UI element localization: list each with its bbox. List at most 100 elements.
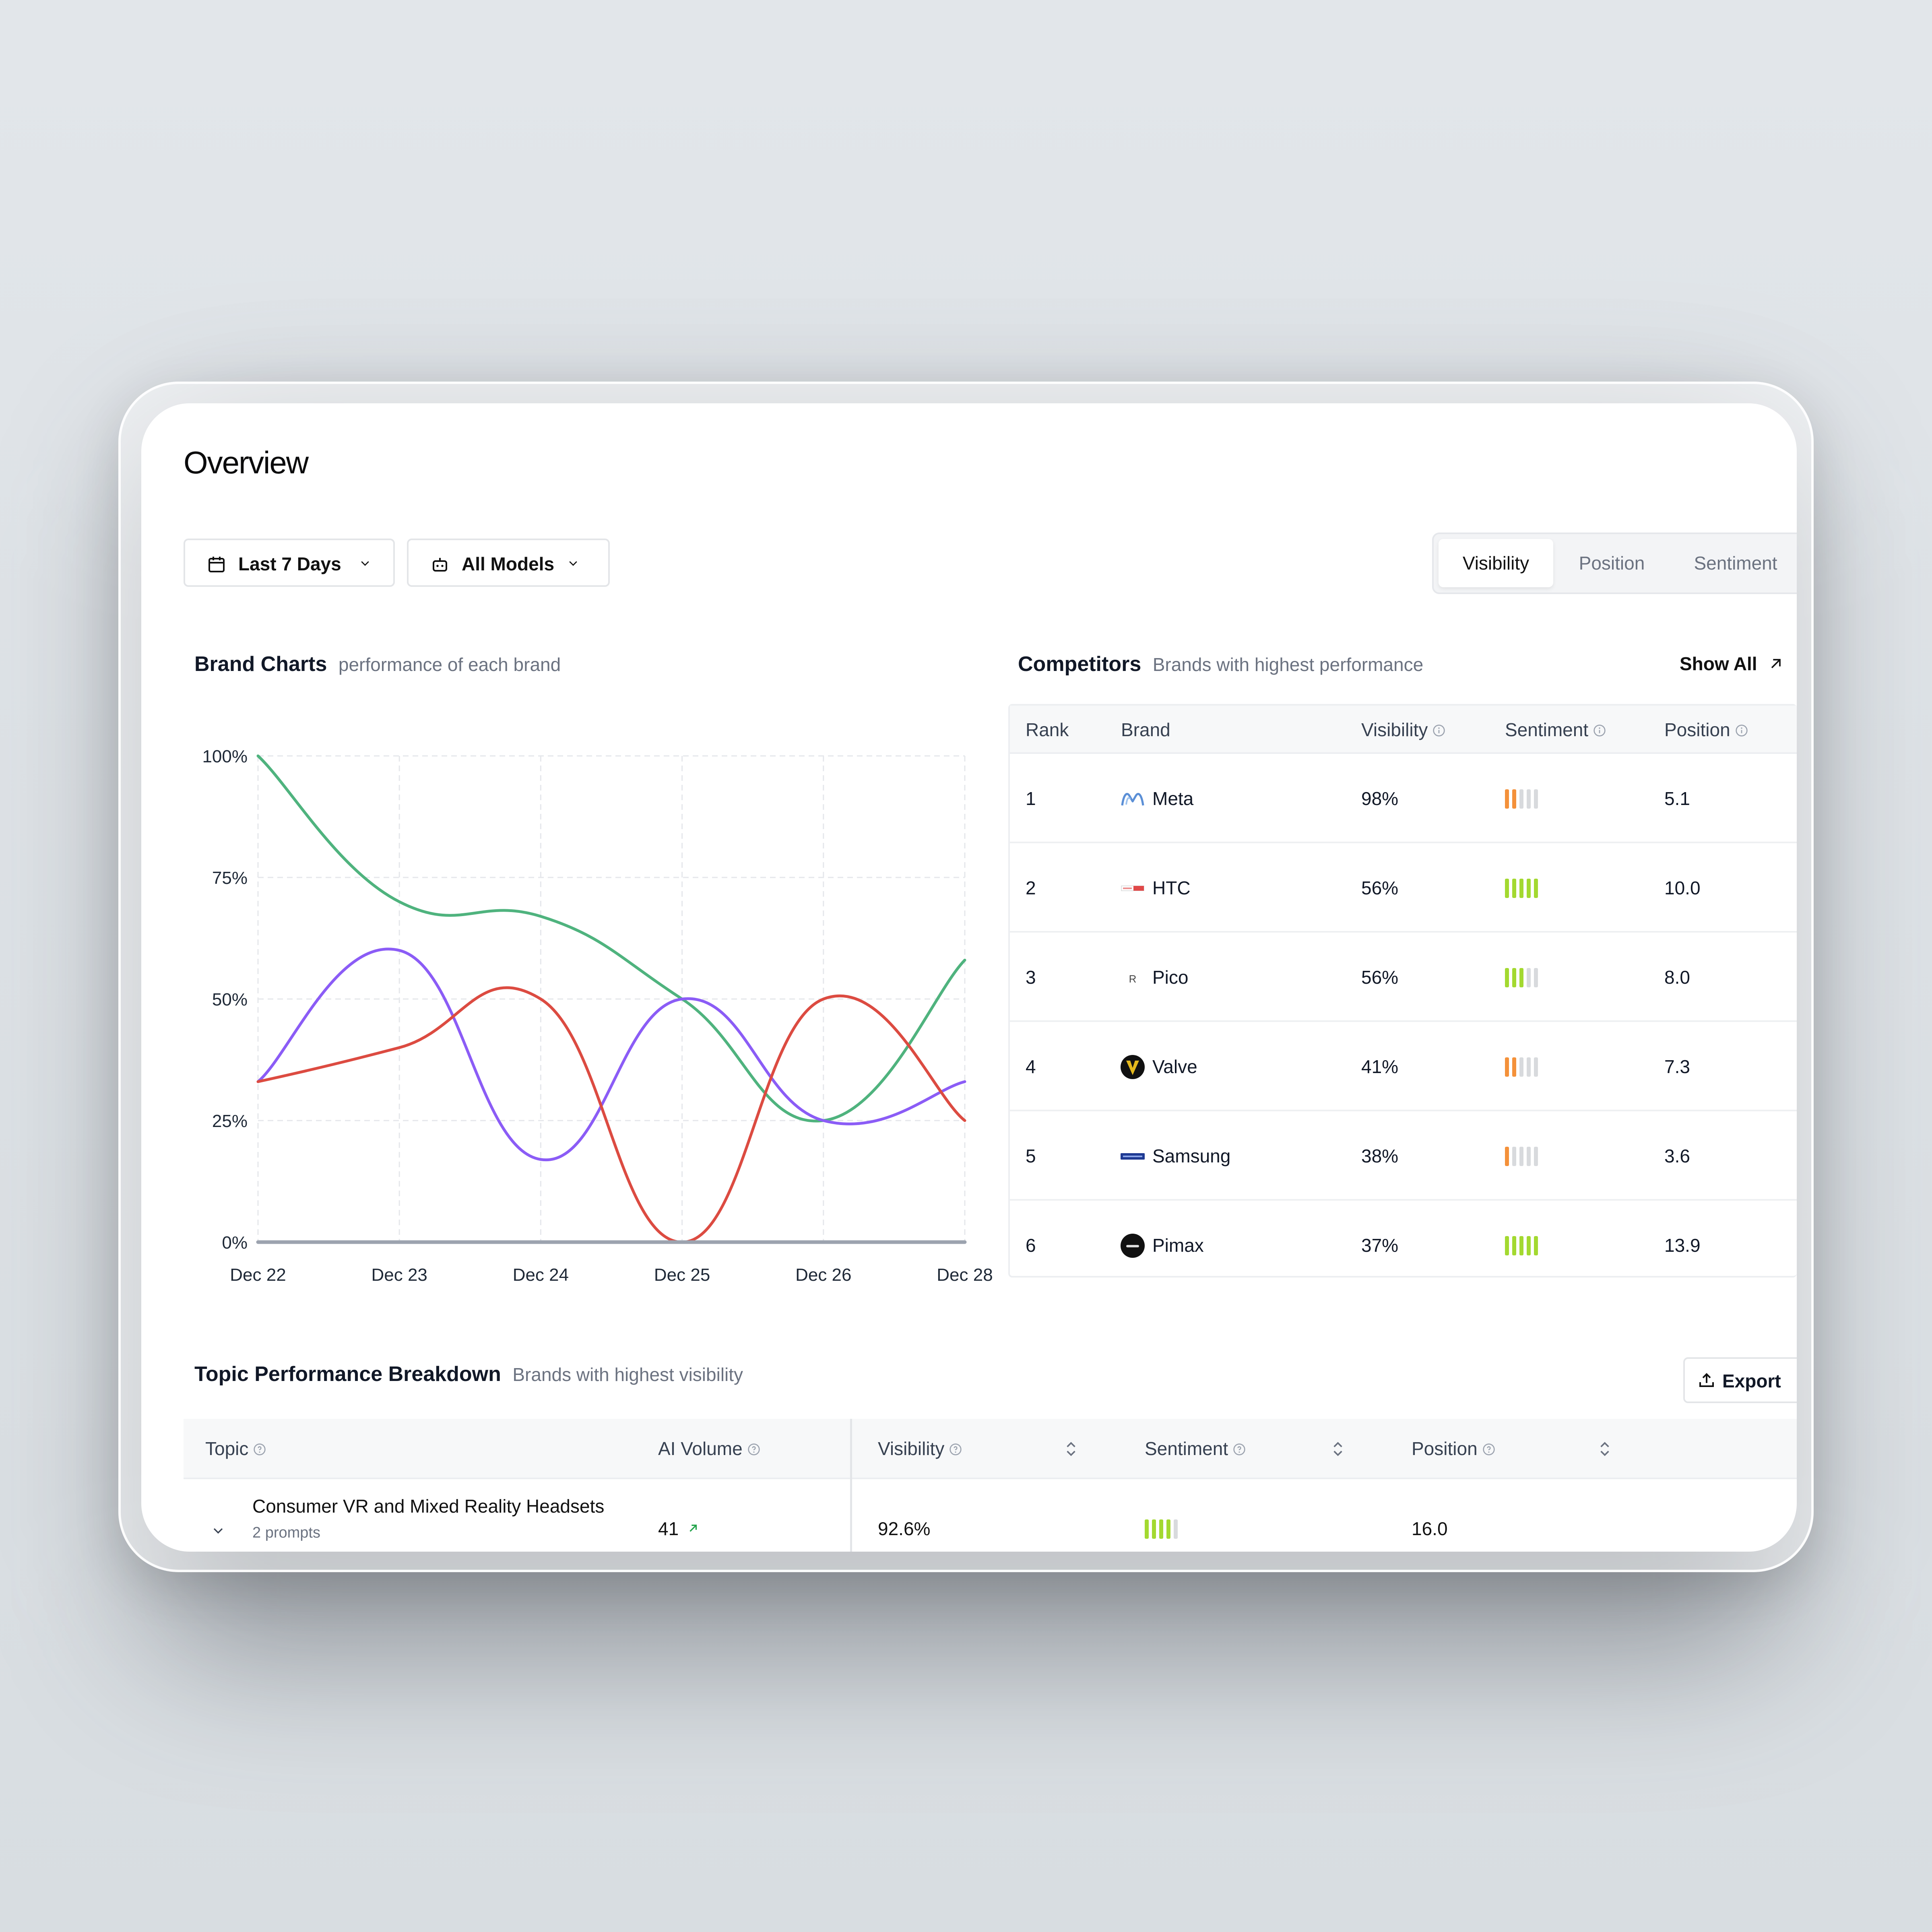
position-cell: 8.0 [1664,967,1690,988]
overview-panel: Overview Last 7 Days All Models Visibili… [141,403,1797,1552]
sentiment-bar [1519,968,1523,987]
sentiment-bar [1152,1519,1156,1539]
sentiment-bar [1519,1236,1523,1255]
show-all-link[interactable]: Show All [1680,653,1784,675]
x-tick-label: Dec 28 [937,1265,993,1285]
col-sentiment: Sentiment [1505,719,1606,741]
sentiment-meter [1505,879,1538,898]
competitor-row[interactable]: 5 Samsung 38% 3.6 [1010,1111,1797,1201]
competitors-title: Competitors [1018,652,1141,676]
brand-charts-subtitle: performance of each brand [338,654,561,675]
col-visibility: Visibility [1361,719,1445,741]
sentiment-bar [1519,1147,1523,1166]
arrow-up-right-icon [1771,659,1781,669]
competitor-row[interactable]: 3 R Pico 56% 8.0 [1010,933,1797,1022]
visibility-cell: 38% [1361,1146,1399,1166]
position-cell: 5.1 [1664,788,1690,809]
tab-sentiment[interactable]: Sentiment [1694,553,1777,574]
col-position[interactable]: Position [1412,1438,1495,1459]
position-cell: 10.0 [1664,877,1701,898]
col-sentiment-label: Sentiment [1145,1438,1228,1459]
chevron-down-icon[interactable] [210,1523,226,1539]
help-icon[interactable] [1233,1443,1246,1456]
rank-cell: 5 [1026,1146,1036,1166]
col-visibility[interactable]: Visibility [878,1438,962,1459]
column-divider [850,1419,852,1552]
info-icon[interactable] [1593,724,1606,737]
brand-name: HTC [1152,877,1191,898]
col-sentiment[interactable]: Sentiment [1145,1438,1246,1459]
htc-logo [1120,875,1146,901]
competitor-row[interactable]: 1 Meta 98% 5.1 [1010,754,1797,843]
sentiment-bar [1534,968,1538,987]
sentiment-bar [1505,1057,1509,1077]
sentiment-bar [1527,968,1531,987]
upload-icon [1699,1373,1714,1387]
col-ai-volume[interactable]: AI Volume [658,1438,760,1459]
brand-line-chart: 100% 75% 50% 25% 0% Dec 22 Dec 23 Dec 24 Dec 25… [202,747,993,1285]
visibility-cell: 98% [1361,788,1399,809]
help-icon[interactable] [747,1443,760,1456]
rank-cell: 1 [1026,788,1036,809]
sentiment-bar [1505,968,1509,987]
col-rank: Rank [1026,719,1069,740]
meta-logo [1120,786,1146,812]
date-range-label: Last 7 Days [238,553,341,574]
competitor-row[interactable]: 6 Pimax 37% 13.9 [1010,1201,1797,1290]
sentiment-bar [1534,879,1538,898]
help-icon[interactable] [949,1443,962,1456]
bot-icon [433,558,447,572]
y-tick-label: 0% [222,1233,248,1253]
sentiment-bar [1512,968,1516,987]
col-topic-label: Topic [205,1438,249,1459]
brand-name: Pimax [1152,1235,1204,1256]
brand-name: Meta [1152,788,1194,809]
sentiment-bar [1519,789,1523,809]
chevron-down-icon [361,561,369,566]
info-icon[interactable] [1735,724,1748,737]
x-axis-labels: Dec 22 Dec 23 Dec 24 Dec 25 Dec 26 Dec 28 [230,1265,993,1285]
brand-name: Samsung [1152,1146,1231,1166]
tab-position[interactable]: Position [1579,553,1645,574]
x-tick-label: Dec 24 [513,1265,569,1285]
sentiment-bar [1166,1519,1170,1539]
pimax-logo [1120,1233,1146,1259]
valve-logo [1120,1054,1146,1080]
topic-table: Topic AI Volume Visibility Sentiment Pos… [184,1419,1797,1552]
tab-visibility[interactable]: Visibility [1439,539,1553,587]
col-visibility-label: Visibility [878,1438,945,1459]
models-label: All Models [462,553,555,574]
metric-tabs: Visibility Position Sentiment [1432,533,1797,594]
competitor-row[interactable]: 2 HTC 56% 10.0 [1010,843,1797,933]
x-tick-label: Dec 22 [230,1265,286,1285]
sort-icon[interactable] [1599,1440,1611,1458]
competitor-row[interactable]: 4 Valve 41% 7.3 [1010,1022,1797,1111]
rank-cell: 4 [1026,1056,1036,1077]
sentiment-meter [1145,1519,1178,1539]
models-dropdown[interactable]: All Models [407,539,610,587]
topic-visibility-value: 92.6% [878,1518,931,1539]
position-cell: 13.9 [1664,1235,1701,1256]
page-title: Overview [184,445,309,480]
sentiment-bar [1527,879,1531,898]
export-button[interactable]: Export [1683,1357,1797,1403]
sort-icon[interactable] [1332,1440,1344,1458]
chevron-down-icon [569,561,577,566]
sentiment-bar [1512,789,1516,809]
sentiment-meter [1505,1236,1538,1255]
topic-row[interactable]: Consumer VR and Mixed Reality Headsets 2… [184,1479,1797,1552]
topic-name: Consumer VR and Mixed Reality Headsets [252,1496,605,1517]
sentiment-bar [1527,1236,1531,1255]
sort-icon[interactable] [1065,1440,1077,1458]
col-position: Position [1664,719,1748,741]
date-range-dropdown[interactable]: Last 7 Days [184,539,395,587]
help-icon[interactable] [1482,1443,1495,1456]
help-icon[interactable] [253,1443,266,1456]
topic-breakdown-title: Topic Performance Breakdown [194,1362,501,1386]
sentiment-bar [1505,1236,1509,1255]
sentiment-meter [1505,1147,1538,1166]
y-axis-labels: 100% 75% 50% 25% 0% [202,747,248,1253]
sentiment-meter [1505,968,1538,987]
info-icon[interactable] [1432,724,1445,737]
competitors-subtitle: Brands with highest performance [1152,654,1424,675]
